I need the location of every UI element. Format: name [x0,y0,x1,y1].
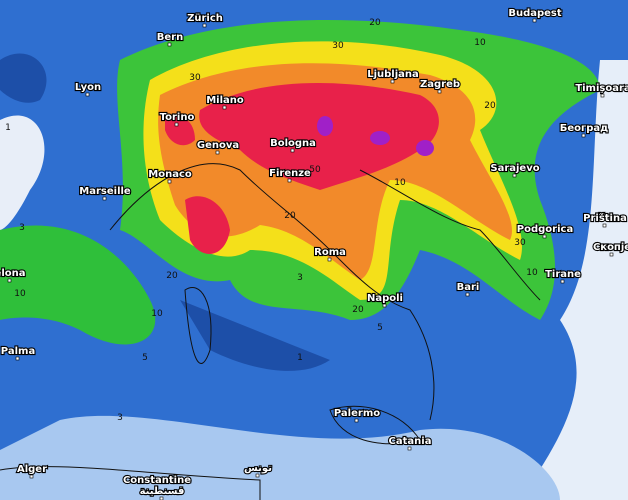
city-marker [600,93,605,98]
contour-labels: 30 20 10 50 30 20 10 5 3 1 10 20 30 20 10 5 3 1 10 20 3 [5,18,538,423]
city-label: Constantine [123,475,191,486]
contour-label: 30 [514,238,526,248]
contour-label: 10 [394,178,406,188]
contour-label: 20 [284,211,296,221]
city-label: Bari [457,282,480,293]
city-marker [465,292,470,297]
city-label: Priština [583,212,627,224]
contour-label: 20 [352,305,364,315]
city-labels: Zürich Bern Budapest Lyon Milano Torino Genova… [0,7,628,500]
city-marker [159,496,164,500]
city-label: Roma [314,247,346,258]
city-label: Tirane [545,269,581,280]
city-marker [222,105,227,110]
contour-label: 3 [117,413,123,423]
contour-label: 1 [5,123,11,133]
city-marker [532,18,537,23]
city-marker [437,89,442,94]
contour-label: 10 [474,38,486,48]
city-marker [382,303,387,308]
contour-label: 30 [189,73,201,83]
city-label: Marseille [79,186,131,197]
city-marker [407,446,412,451]
city-label: Firenze [269,168,311,179]
city-marker [202,23,207,28]
city-label: Catania [389,436,432,447]
city-marker [609,252,614,257]
city-label: Alger [17,464,47,475]
city-marker [327,257,332,262]
city-marker [602,223,607,228]
city-label: Bologna [270,138,316,149]
city-marker [581,133,586,138]
contour-label: 10 [151,309,163,319]
contour-label: 20 [369,18,381,28]
city-marker [290,148,295,153]
city-marker [102,196,107,201]
contour-label: 5 [377,323,383,333]
city-label: Bern [157,32,183,43]
city-label: Podgorica [517,224,573,235]
contour-label: 3 [297,273,303,283]
city-marker [154,485,159,490]
contour-label: 10 [14,289,26,299]
city-marker [560,279,565,284]
contour-label: 10 [526,268,538,278]
city-marker [390,79,395,84]
city-label: Napoli [367,293,403,304]
city-marker [85,92,90,97]
city-marker [287,178,292,183]
city-label: Ljubljana [367,69,419,80]
city-marker [15,356,20,361]
contour-label: 20 [484,101,496,111]
city-label: Timișoara [575,83,628,94]
contour-label: 50 [309,165,321,175]
city-marker [255,473,260,478]
contour-label: 30 [332,41,344,51]
city-marker [512,173,517,178]
contour-label: 1 [297,353,303,363]
city-marker [354,418,359,423]
coastlines [0,163,541,500]
precipitation-field [0,20,628,500]
city-label: elona [0,268,25,279]
city-label: Monaco [148,169,192,180]
city-label: تونس [244,463,272,474]
contour-label: 5 [142,353,148,363]
city-marker [29,474,34,479]
city-marker [542,234,547,239]
city-marker [7,278,12,283]
city-label: Скопје [593,241,628,253]
city-label: Budapest [508,8,562,19]
city-label: Milano [206,95,244,106]
contour-label: 3 [19,223,25,233]
city-label: Palma [1,346,35,357]
city-label: Београд [560,123,608,134]
city-marker [167,179,172,184]
city-label: Torino [160,112,195,123]
city-label: Zagreb [420,79,460,90]
city-label: Genova [197,140,239,151]
city-label: Lyon [75,82,101,93]
city-marker [174,122,179,127]
city-marker [167,42,172,47]
city-label: قسنطينة [140,486,185,497]
city-marker [215,150,220,155]
city-label: Zürich [187,13,223,24]
city-label: Palermo [334,408,380,419]
city-label: Sarajevo [490,163,539,174]
contour-label: 20 [166,271,178,281]
